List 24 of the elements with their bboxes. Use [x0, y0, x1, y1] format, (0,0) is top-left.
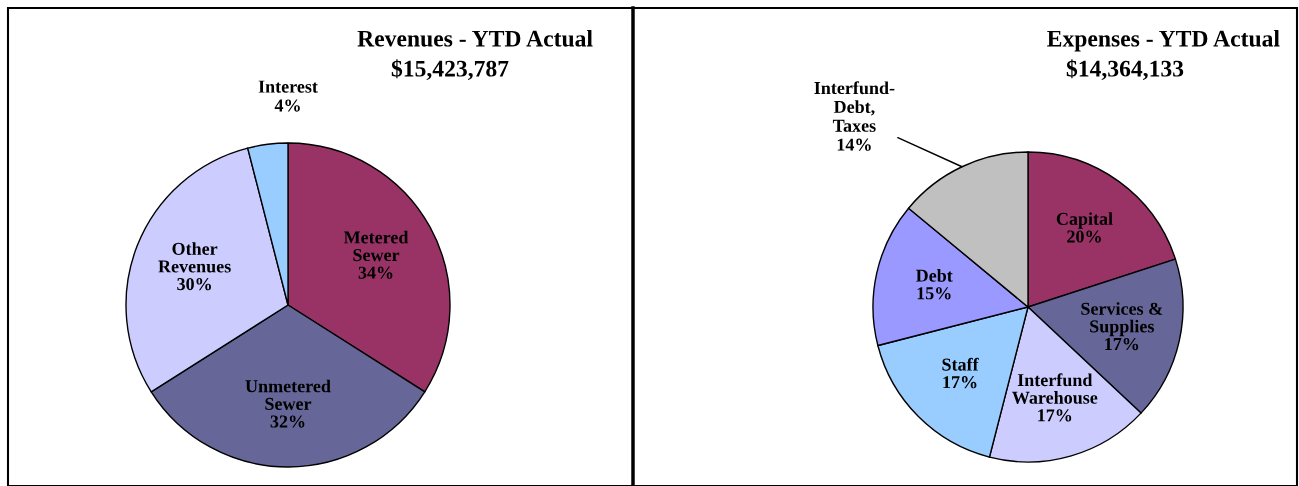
data-label: 17% [943, 376, 977, 389]
chart-title: Revenues - YTD Actual [357, 30, 593, 47]
slice-label: Unmetered Sewer [245, 379, 331, 410]
data-label: 34% [358, 266, 393, 279]
data-label: 17% [1038, 409, 1072, 422]
data-label: 20% [1067, 230, 1101, 243]
slice-label: Interest [258, 80, 318, 93]
data-label: 17% [1105, 337, 1139, 351]
slice-label: Services & Supplies [1081, 302, 1163, 337]
data-label: 14% [837, 138, 871, 151]
data-label: 32% [270, 415, 305, 428]
slice-label: Metered Sewer [343, 230, 409, 262]
slice-label: Interfund Warehouse [1012, 373, 1098, 404]
slice-label: Debt [915, 269, 953, 282]
slice-label: Other Revenues [158, 242, 231, 273]
data-label: 30% [177, 277, 211, 291]
slice-label: Interfund- Debt, Taxes [814, 81, 895, 132]
chart-subtitle: $15,423,787 [391, 59, 509, 81]
data-label: 15% [917, 287, 951, 300]
data-label: 4% [274, 99, 300, 112]
chart-subtitle: $14,364,133 [1066, 59, 1184, 81]
chart-title: Expenses - YTD Actual [1047, 30, 1280, 52]
slice-label: Capital [1056, 212, 1113, 229]
slice-label: Staff [942, 357, 979, 371]
